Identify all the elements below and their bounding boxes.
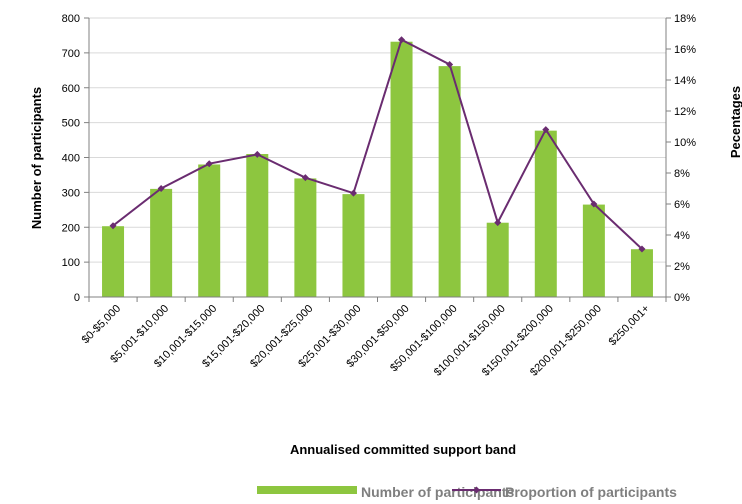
line-marker	[542, 126, 550, 134]
y-tick-label: 800	[62, 13, 80, 25]
legend: Number of participants Proportion of par…	[257, 484, 677, 500]
legend-bar-label: Number of participants	[361, 484, 514, 500]
line-marker	[253, 150, 261, 158]
bar	[342, 194, 365, 297]
line-marker	[349, 189, 357, 197]
y-tick-label: 700	[62, 48, 80, 60]
y-tick-label: 500	[62, 118, 80, 130]
y2-tick-label: 10%	[674, 137, 696, 149]
line-marker	[590, 200, 598, 208]
bar	[198, 164, 221, 297]
bar	[294, 178, 317, 297]
bar	[534, 130, 557, 297]
y-tick-label: 400	[62, 153, 80, 165]
y-tick-label: 100	[62, 257, 80, 269]
y2-tick-label: 14%	[674, 75, 696, 87]
axes	[84, 17, 671, 302]
x-tick-label: $0-$5,000	[80, 303, 124, 347]
y2-tick-label: 12%	[674, 106, 696, 118]
line-marker	[157, 185, 165, 192]
bar	[246, 154, 269, 297]
bar	[438, 66, 461, 297]
y2-axis-title: Pecentages	[728, 86, 742, 158]
line-marker	[446, 61, 454, 68]
y-tick-label: 200	[62, 222, 80, 234]
y-tick-label: 600	[62, 83, 80, 95]
y-axis-title: Number of participants	[29, 87, 44, 229]
y-tick-label: 300	[62, 187, 80, 199]
y2-tick-label: 2%	[674, 261, 690, 273]
x-axis-ticks: $0-$5,000$5,001-$10,000$10,001-$15,000$1…	[80, 303, 652, 379]
bar	[150, 188, 173, 297]
bar	[630, 249, 653, 297]
line-marker	[638, 245, 646, 253]
y2-tick-label: 4%	[674, 230, 690, 242]
line-marker	[109, 222, 117, 230]
legend-line-marker	[473, 486, 480, 494]
x-tick-label: $250,001+	[607, 303, 652, 348]
y2-tick-label: 0%	[674, 292, 690, 304]
legend-bar-swatch	[257, 486, 357, 494]
y2-tick-label: 16%	[674, 44, 696, 56]
bar	[486, 222, 509, 297]
bar	[390, 41, 413, 298]
line-marker	[494, 219, 502, 227]
y-tick-label: 0	[74, 292, 80, 304]
line-marker	[398, 36, 406, 44]
bar-series	[102, 41, 653, 298]
x-axis-title: Annualised committed support band	[290, 442, 516, 457]
y2-tick-label: 18%	[674, 13, 696, 25]
left-axis-ticks: 0 100 200 300 400 500 600 700 800	[62, 13, 80, 304]
right-axis-ticks: 0% 2% 4% 6% 8% 10% 12% 14% 16% 18%	[674, 13, 696, 304]
y2-tick-label: 6%	[674, 199, 690, 211]
line-marker	[301, 174, 309, 182]
bar	[102, 226, 125, 297]
y2-tick-label: 8%	[674, 168, 690, 180]
legend-line-label: Proportion of participants	[505, 484, 677, 500]
line-series	[109, 36, 646, 253]
proportion-line	[112, 38, 643, 250]
gridlines	[89, 17, 666, 263]
bar	[582, 204, 605, 297]
line-marker	[205, 160, 213, 168]
